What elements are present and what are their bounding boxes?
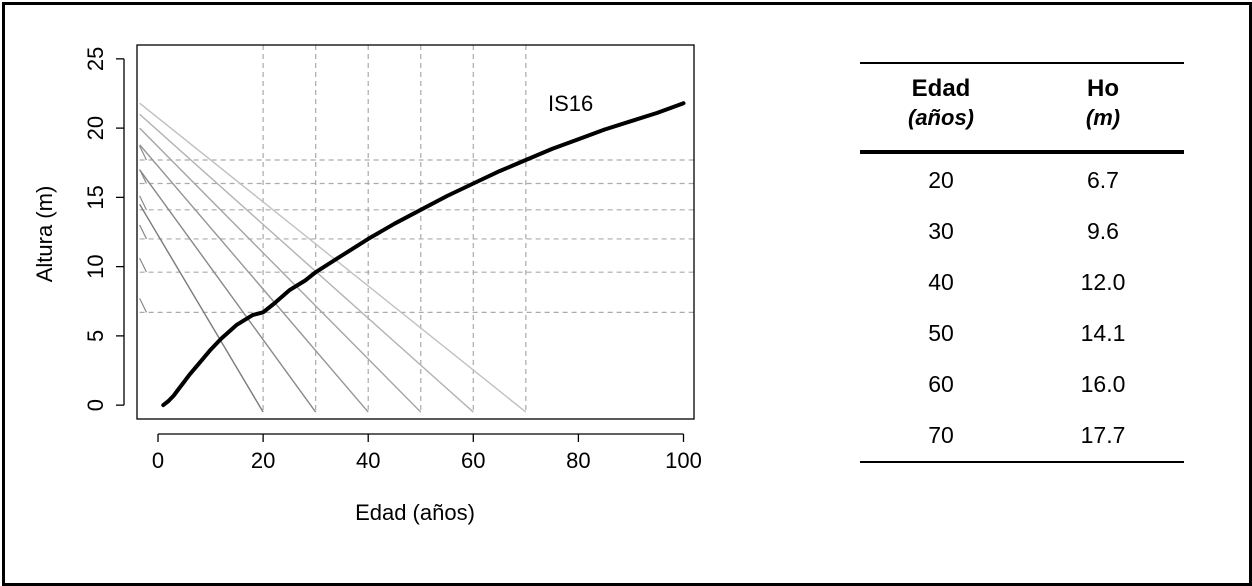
header-height-title: Ho bbox=[1087, 75, 1119, 102]
table-bottom-rule bbox=[860, 461, 1184, 463]
age-cell: 30 bbox=[928, 218, 954, 244]
table-body: 20 6.7 30 9.6 40 12.0 50 14.1 60 16.0 70… bbox=[860, 154, 1184, 461]
guide-line-30 bbox=[139, 169, 317, 413]
guide-line-70 bbox=[139, 102, 527, 413]
height-cell: 6.7 bbox=[1087, 167, 1119, 193]
y-tick-label-20: 20 bbox=[83, 116, 108, 140]
header-age-title: Edad bbox=[911, 75, 971, 102]
table-row: 20 6.7 bbox=[860, 155, 1184, 206]
height-cell: 16.0 bbox=[1080, 371, 1126, 397]
y-tick-label-0: 0 bbox=[83, 399, 108, 411]
age-cell: 60 bbox=[928, 371, 954, 397]
plot-box bbox=[136, 44, 695, 420]
y-axis-title: Altura (m) bbox=[32, 186, 57, 283]
guide-line-20 bbox=[139, 203, 264, 413]
x-tick-label-20: 20 bbox=[251, 448, 275, 473]
table-header: Edad (años) Ho (m) bbox=[860, 64, 1184, 150]
header-age-unit: (años) bbox=[908, 105, 974, 130]
guide-line-50 bbox=[139, 127, 422, 413]
x-tick-label-0: 0 bbox=[152, 448, 164, 473]
table-header-rule bbox=[860, 150, 1184, 154]
guide-line-60 bbox=[139, 113, 474, 413]
curve-layer bbox=[161, 101, 686, 408]
y-tick-label-25: 25 bbox=[83, 47, 108, 71]
height-cell: 17.7 bbox=[1080, 422, 1126, 448]
guide-accent-0 bbox=[139, 298, 147, 313]
x-axis-title: Edad (años) bbox=[355, 500, 475, 525]
age-cell: 40 bbox=[928, 269, 954, 295]
table-row: 50 14.1 bbox=[860, 308, 1184, 359]
table-row: 40 12.0 bbox=[860, 257, 1184, 308]
reference-table: Edad (años) Ho (m) 20 6.7 30 9.6 40 12.0… bbox=[860, 62, 1184, 463]
height-cell: 9.6 bbox=[1087, 218, 1119, 244]
guide-accent-4 bbox=[139, 169, 147, 184]
x-tick-label-80: 80 bbox=[566, 448, 590, 473]
x-tick-label-60: 60 bbox=[461, 448, 485, 473]
age-cell: 50 bbox=[928, 320, 954, 346]
grid-layer bbox=[139, 45, 694, 413]
header-height: Ho (m) bbox=[1022, 74, 1184, 150]
table-row: 30 9.6 bbox=[860, 206, 1184, 257]
table-row: 60 16.0 bbox=[860, 359, 1184, 410]
y-tick-label-15: 15 bbox=[83, 185, 108, 209]
guide-lines-layer bbox=[139, 102, 527, 413]
y-tick-label-10: 10 bbox=[83, 254, 108, 278]
series-line-is16 bbox=[161, 101, 686, 408]
y-tick-label-5: 5 bbox=[83, 330, 108, 342]
header-age: Edad (años) bbox=[860, 74, 1022, 150]
x-axis: 0 20 40 60 80 100 bbox=[152, 433, 702, 473]
height-cell: 14.1 bbox=[1080, 320, 1126, 346]
curve-label-is16: IS16 bbox=[548, 91, 593, 116]
age-cell: 20 bbox=[928, 167, 954, 193]
guide-accent-1 bbox=[139, 257, 147, 273]
x-tick-label-100: 100 bbox=[665, 448, 702, 473]
x-tick-label-40: 40 bbox=[356, 448, 380, 473]
header-height-unit: (m) bbox=[1085, 105, 1121, 130]
age-cell: 70 bbox=[928, 422, 954, 448]
guide-accent-2 bbox=[139, 224, 147, 240]
guide-line-40 bbox=[139, 144, 369, 413]
y-axis: 0 5 10 15 20 25 bbox=[83, 47, 125, 411]
height-cell: 12.0 bbox=[1080, 269, 1126, 295]
table-top-rule bbox=[860, 62, 1184, 64]
table-row: 70 17.7 bbox=[860, 410, 1184, 461]
guide-accent-5 bbox=[139, 145, 147, 161]
guide-accent-3 bbox=[139, 195, 147, 211]
